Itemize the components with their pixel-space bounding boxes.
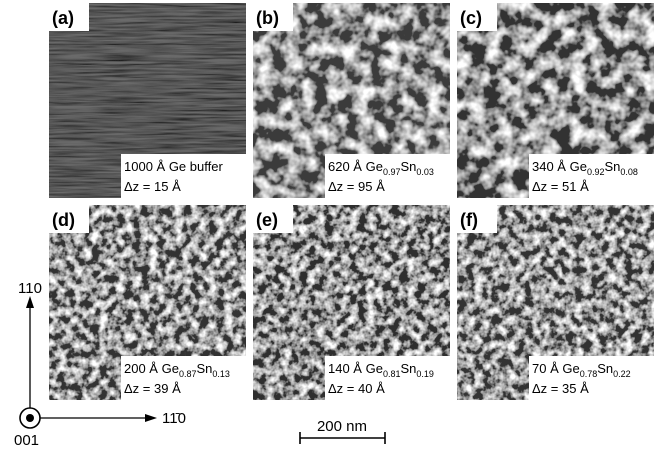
caption-text: 70 Å Ge bbox=[532, 361, 580, 376]
axis-label: 11̄0 bbox=[162, 410, 186, 427]
subscript: 0.87 bbox=[179, 369, 197, 379]
subscript: 0.81 bbox=[383, 369, 401, 379]
caption: 1000 Å Ge buffer bbox=[124, 159, 223, 174]
caption-text: Sn bbox=[604, 159, 620, 174]
caption-text: 340 Å Ge bbox=[532, 159, 587, 174]
subscript: 0.92 bbox=[587, 167, 605, 177]
height-range: Δz = 40 Å bbox=[328, 381, 385, 396]
caption-text: Sn bbox=[400, 159, 416, 174]
height-range: Δz = 51 Å bbox=[532, 179, 589, 194]
panel-label: (a) bbox=[52, 8, 74, 28]
subscript: 0.19 bbox=[416, 369, 434, 379]
panel-label: (d) bbox=[52, 210, 75, 230]
scale-bar-label: 200 nm bbox=[317, 418, 367, 435]
scale-bar: 200 nm bbox=[300, 418, 385, 444]
axis-label: 001 bbox=[14, 432, 39, 449]
subscript: 0.13 bbox=[212, 369, 230, 379]
panel-label: (b) bbox=[256, 8, 279, 28]
caption-text: 200 Å Ge bbox=[124, 361, 179, 376]
subscript: 0.78 bbox=[580, 369, 598, 379]
caption-text: 1000 Å Ge buffer bbox=[124, 159, 223, 174]
height-range: Δz = 35 Å bbox=[532, 381, 589, 396]
caption-text: Sn bbox=[196, 361, 212, 376]
caption-text: 620 Å Ge bbox=[328, 159, 383, 174]
figure: (a)1000 Å Ge bufferΔz = 15 Å(b)620 Å Ge0… bbox=[0, 0, 665, 453]
panel-label: (f) bbox=[460, 210, 478, 230]
subscript: 0.08 bbox=[620, 167, 638, 177]
height-range: Δz = 39 Å bbox=[124, 381, 181, 396]
height-range: Δz = 95 Å bbox=[328, 179, 385, 194]
subscript: 0.03 bbox=[416, 167, 434, 177]
axis-label: 110 bbox=[18, 280, 42, 297]
panel-label: (e) bbox=[256, 210, 278, 230]
caption-text: Sn bbox=[597, 361, 613, 376]
height-range: Δz = 15 Å bbox=[124, 179, 181, 194]
caption-text: Sn bbox=[400, 361, 416, 376]
panel-label: (c) bbox=[460, 8, 482, 28]
subscript: 0.97 bbox=[383, 167, 401, 177]
caption-text: 140 Å Ge bbox=[328, 361, 383, 376]
subscript: 0.22 bbox=[613, 369, 631, 379]
